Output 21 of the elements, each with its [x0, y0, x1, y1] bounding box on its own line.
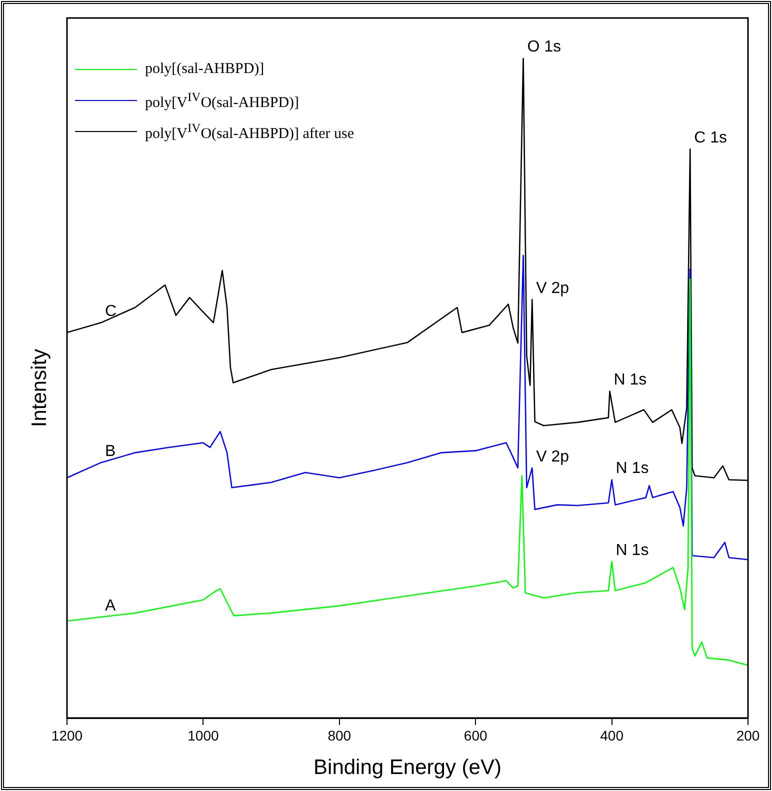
annotation: C: [105, 303, 117, 320]
x-tick-label: 600: [464, 727, 488, 744]
annotation: O 1s: [527, 38, 562, 56]
annotation: C 1s: [694, 129, 728, 146]
y-axis-title: Intensity: [28, 348, 51, 428]
annotation: A: [105, 597, 116, 614]
legend-label: poly[V$^{IV}$O(sal-AHBPD)]: [145, 90, 300, 112]
annotation: N 1s: [616, 542, 649, 559]
x-tick-label: 200: [736, 727, 760, 744]
annotation: B: [105, 442, 116, 460]
x-tick-label: 1200: [51, 727, 83, 744]
annotation: N 1s: [616, 460, 649, 478]
annotation: V 2p: [536, 448, 570, 466]
x-tick-label: 800: [328, 727, 352, 744]
annotation: N 1s: [614, 372, 647, 389]
annotation: V 2p: [536, 280, 570, 297]
legend-label: poly[V$^{IV}$O(sal-AHBPD)] after use: [145, 120, 354, 142]
legend-label: poly[(sal-AHBPD)]: [145, 61, 264, 78]
x-tick-label: 400: [600, 727, 624, 744]
x-axis-title: Binding Energy (eV): [314, 756, 502, 780]
x-tick-label: 1000: [188, 727, 219, 744]
